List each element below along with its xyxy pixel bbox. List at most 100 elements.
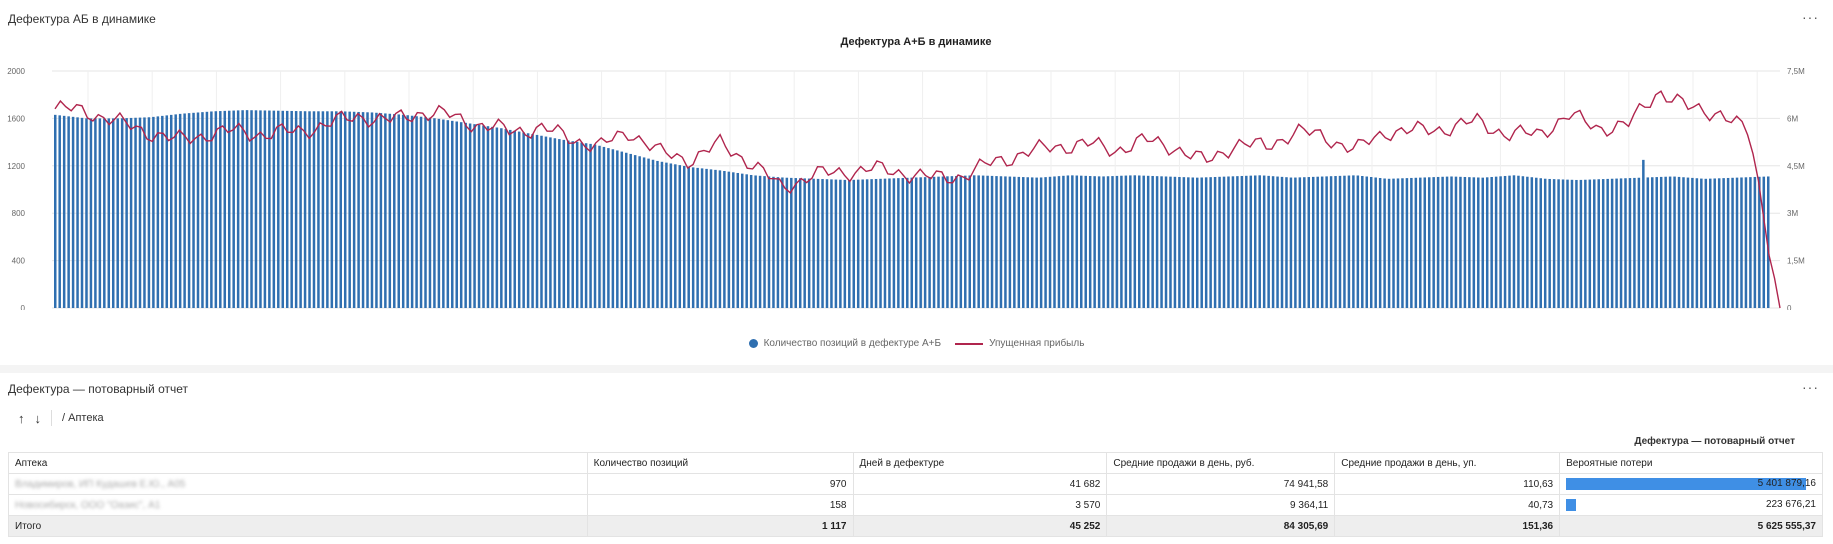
bar bbox=[1423, 177, 1427, 308]
bar bbox=[294, 111, 298, 309]
table-panel-menu-icon[interactable]: ··· bbox=[1802, 379, 1819, 395]
bar bbox=[326, 111, 329, 308]
bar bbox=[647, 158, 650, 308]
losses-value: 223 676,21 bbox=[1765, 499, 1816, 510]
bar bbox=[798, 178, 802, 308]
bar bbox=[1445, 176, 1449, 308]
bar bbox=[1048, 176, 1052, 308]
bar bbox=[727, 171, 731, 308]
bar bbox=[740, 173, 744, 308]
sort-up-icon[interactable]: ↑ bbox=[18, 410, 25, 426]
bar bbox=[245, 110, 249, 308]
losses-bar bbox=[1566, 478, 1806, 490]
bar bbox=[1749, 177, 1752, 308]
bar bbox=[1753, 176, 1757, 308]
cell-days: 3 570 bbox=[852, 494, 1108, 516]
bar bbox=[1111, 176, 1114, 308]
bar bbox=[1325, 176, 1328, 308]
table-row: Владимиров, ИП Кудашев Е.Ю., А05 970 41 … bbox=[8, 473, 1823, 495]
bar bbox=[1535, 177, 1538, 308]
bar bbox=[1762, 176, 1766, 308]
bar bbox=[549, 137, 552, 308]
bar bbox=[1253, 175, 1257, 308]
bar bbox=[1615, 178, 1618, 308]
cell-total-label: Итого bbox=[8, 515, 588, 537]
bar bbox=[1356, 175, 1360, 308]
bar bbox=[1557, 179, 1560, 308]
bar bbox=[1191, 177, 1195, 308]
bar bbox=[1120, 175, 1123, 308]
bar bbox=[1642, 159, 1645, 308]
breadcrumb[interactable]: / Аптека bbox=[62, 412, 104, 424]
column-header-avg-rub[interactable]: Средние продажи в день, руб. bbox=[1106, 452, 1336, 474]
bar bbox=[330, 111, 334, 308]
cell-losses: 223 676,21 bbox=[1559, 494, 1823, 516]
sort-down-icon[interactable]: ↓ bbox=[34, 410, 42, 426]
table-row: Новосибирск, ООО "Оазис", А1 158 3 570 9… bbox=[8, 494, 1823, 516]
bar bbox=[1236, 176, 1239, 308]
bar bbox=[482, 125, 485, 308]
bar bbox=[348, 111, 351, 308]
bar bbox=[1316, 176, 1319, 308]
bar bbox=[1035, 177, 1038, 308]
bar bbox=[178, 113, 182, 308]
bar bbox=[424, 117, 427, 308]
line-series bbox=[54, 90, 1781, 309]
bar bbox=[1151, 175, 1154, 308]
bar bbox=[1740, 177, 1743, 308]
bar bbox=[1722, 178, 1725, 308]
legend-item-lost-profit[interactable]: Упущенная прибыль bbox=[955, 338, 1084, 349]
bar bbox=[1138, 175, 1141, 308]
y2-tick-label: 6M bbox=[1787, 114, 1798, 123]
bar bbox=[214, 111, 218, 308]
bar bbox=[1352, 175, 1355, 308]
bar bbox=[1566, 179, 1569, 308]
bar bbox=[227, 110, 231, 308]
bar bbox=[816, 178, 820, 308]
bar bbox=[134, 117, 137, 308]
bar bbox=[834, 179, 838, 308]
bar bbox=[1735, 177, 1739, 308]
bar bbox=[749, 174, 753, 308]
column-header-positions[interactable]: Количество позиций bbox=[586, 452, 854, 474]
bar bbox=[785, 177, 789, 308]
bar bbox=[1240, 175, 1244, 308]
bar bbox=[54, 114, 57, 308]
bar bbox=[1017, 176, 1021, 308]
column-header-pharmacy[interactable]: Аптека bbox=[8, 452, 588, 474]
bar bbox=[1365, 176, 1369, 308]
column-header-days[interactable]: Дней в дефектуре bbox=[852, 452, 1108, 474]
bar bbox=[339, 111, 342, 308]
cell-pharmacy: Новосибирск, ООО "Оазис", А1 bbox=[8, 494, 588, 516]
bar bbox=[558, 139, 561, 308]
bar bbox=[526, 133, 530, 308]
bar bbox=[968, 175, 971, 308]
bar bbox=[959, 175, 963, 308]
legend-item-positions[interactable]: Количество позиций в дефектуре А+Б bbox=[748, 338, 941, 349]
bar bbox=[299, 111, 302, 308]
bar bbox=[732, 172, 735, 308]
bar bbox=[1057, 176, 1061, 308]
bar bbox=[874, 178, 878, 308]
y-tick-label: 1200 bbox=[7, 162, 25, 171]
bar bbox=[1320, 176, 1324, 308]
bar bbox=[602, 146, 606, 308]
column-header-losses[interactable]: Вероятные потери bbox=[1559, 452, 1823, 474]
bar bbox=[80, 117, 84, 308]
bar bbox=[861, 179, 864, 308]
chart-panel-menu-icon[interactable]: ··· bbox=[1802, 9, 1819, 25]
column-header-avg-pack[interactable]: Средние продажи в день, уп. bbox=[1334, 452, 1561, 474]
bar bbox=[625, 152, 628, 308]
bar bbox=[196, 112, 200, 308]
bar bbox=[1222, 176, 1226, 308]
y-tick-label: 2000 bbox=[7, 67, 25, 76]
bar bbox=[1432, 177, 1435, 308]
bar bbox=[1646, 177, 1650, 308]
bar bbox=[674, 164, 677, 308]
bar bbox=[1334, 176, 1337, 308]
bar bbox=[705, 168, 708, 308]
bar bbox=[352, 111, 356, 309]
bar bbox=[1633, 177, 1636, 308]
bar bbox=[923, 177, 927, 308]
bar bbox=[1084, 175, 1087, 308]
